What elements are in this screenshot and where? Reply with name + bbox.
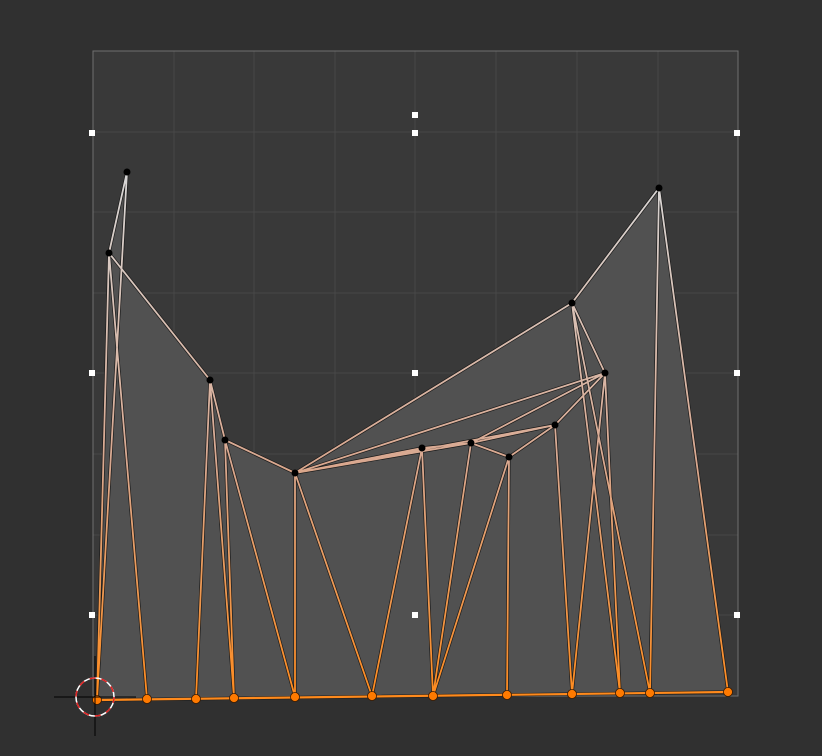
transform-handles[interactable] (89, 112, 740, 618)
2d-cursor[interactable] (54, 656, 136, 736)
uv-vertices-unselected (105, 168, 663, 477)
